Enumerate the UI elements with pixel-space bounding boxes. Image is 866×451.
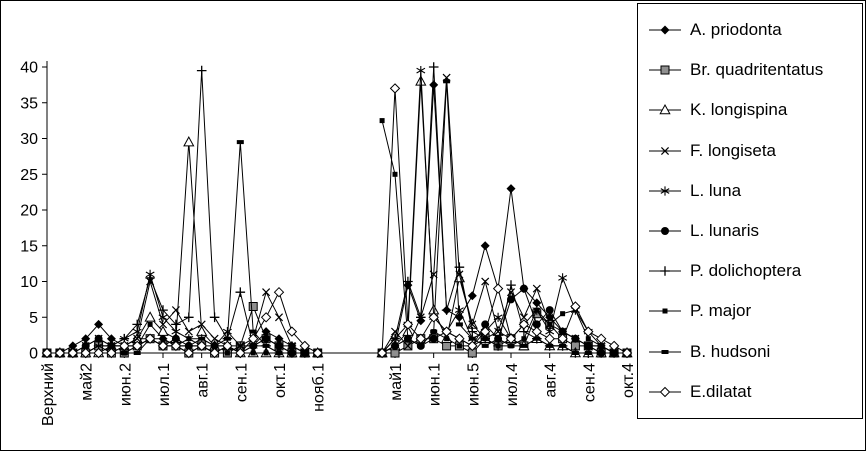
- legend-label: K. longispina: [690, 100, 788, 120]
- svg-text:40: 40: [20, 60, 38, 77]
- legend-marker-triangle-open-icon: [649, 104, 681, 115]
- legend-label: A. priodonta: [690, 20, 782, 40]
- svg-text:Верхний: Верхний: [40, 363, 57, 426]
- svg-text:сен.1: сен.1: [233, 363, 250, 402]
- legend-label: L. luna: [690, 180, 742, 200]
- svg-text:июл.4: июл.4: [504, 363, 521, 406]
- svg-text:30: 30: [20, 131, 38, 148]
- svg-text:15: 15: [20, 238, 38, 255]
- legend-item: Br. quadritentatus: [648, 60, 852, 80]
- svg-text:авг.1: авг.1: [195, 363, 212, 398]
- legend-marker-circle-icon: [649, 227, 681, 236]
- legend-item: E.dilatat: [648, 382, 852, 402]
- chart-legend: A. priodonta Br. quadritentatus K. longisp…: [637, 3, 863, 419]
- svg-text:25: 25: [20, 167, 38, 184]
- legend-label: F. longiseta: [690, 140, 776, 160]
- svg-text:июн.2: июн.2: [117, 363, 134, 406]
- legend-marker-diamond-open-icon: [649, 386, 681, 397]
- svg-text:10: 10: [20, 274, 38, 291]
- svg-text:5: 5: [29, 310, 38, 327]
- legend-item: K. longispina: [648, 100, 852, 120]
- svg-text:июн.1: июн.1: [427, 363, 444, 406]
- svg-text:35: 35: [20, 95, 38, 112]
- legend-marker-dash-icon: [649, 349, 681, 354]
- legend-item: L. luna: [648, 181, 852, 201]
- svg-text:окт.1: окт.1: [272, 363, 289, 398]
- legend-item: P. dolichoptera: [648, 261, 852, 281]
- svg-text:май1: май1: [388, 363, 405, 401]
- svg-text:сен.4: сен.4: [581, 363, 598, 402]
- legend-label: B. hudsoni: [690, 341, 771, 361]
- legend-marker-plus-icon: [649, 266, 681, 277]
- svg-text:20: 20: [20, 203, 38, 220]
- svg-text:июл.1: июл.1: [156, 363, 173, 406]
- legend-marker-x-icon: [649, 146, 681, 155]
- legend-label: P. major: [690, 301, 752, 321]
- legend-marker-square-small-icon: [649, 308, 681, 314]
- svg-text:май2: май2: [79, 363, 96, 401]
- svg-text:июн.5: июн.5: [465, 363, 482, 406]
- legend-marker-square-gray-icon: [649, 65, 681, 75]
- legend-item: F. longiseta: [648, 141, 852, 161]
- svg-text:окт.4: окт.4: [620, 363, 637, 398]
- legend-item: A. priodonta: [648, 20, 852, 40]
- legend-item: P. major: [648, 301, 852, 321]
- legend-item: L. lunaris: [648, 221, 852, 241]
- legend-item: B. hudsoni: [648, 342, 852, 362]
- legend-label: E.dilatat: [690, 381, 752, 401]
- svg-text:авг.4: авг.4: [543, 363, 560, 398]
- svg-text:нояб.1: нояб.1: [311, 363, 328, 412]
- legend-label: L. lunaris: [690, 221, 759, 241]
- legend-label: P. dolichoptera: [690, 261, 802, 281]
- svg-text:0: 0: [29, 346, 38, 363]
- legend-marker-diamond-icon: [649, 25, 681, 35]
- legend-marker-asterisk-icon: [649, 186, 681, 196]
- legend-label: Br. quadritentatus: [690, 60, 824, 80]
